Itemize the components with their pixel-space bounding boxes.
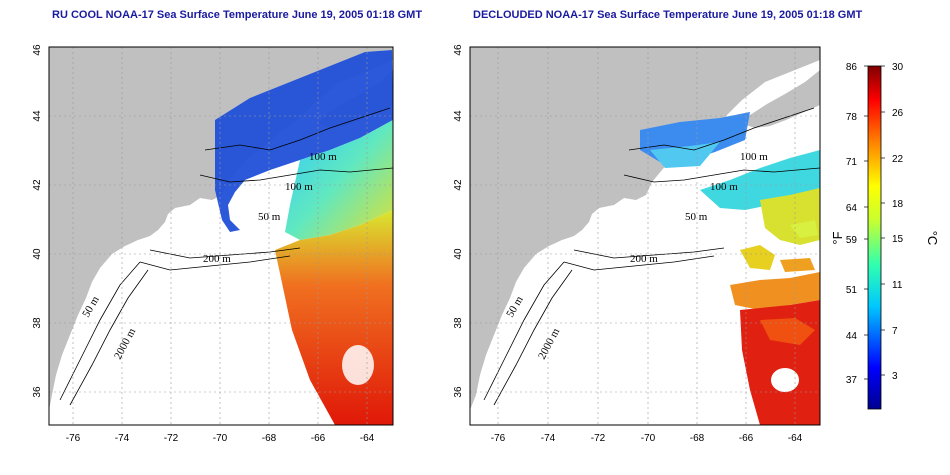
right-y-tick: 40	[453, 248, 464, 260]
right-land	[470, 47, 820, 410]
right-y-tick: 38	[453, 317, 464, 329]
left-x-tick: -64	[360, 433, 375, 444]
colorbar-c-tick: 22	[892, 154, 904, 165]
left-y-tick: 38	[32, 317, 43, 329]
left-map-frame	[48, 46, 394, 426]
left-x-tick: -66	[311, 433, 326, 444]
left-x-tick: -76	[66, 433, 81, 444]
colorbar-c-tick: 15	[892, 234, 904, 245]
celsius-unit-label: °C	[925, 231, 940, 246]
right-nova-scotia	[743, 70, 820, 128]
left-contour-label-1: 100 m	[309, 151, 337, 163]
left-sst-mid	[285, 120, 393, 240]
left-map-title: RU COOL NOAA-17 Sea Surface Temperature …	[52, 9, 423, 21]
colorbar-f-tick: 71	[846, 157, 858, 168]
left-map: 100 m 100 m 50 m 200 m 50 m 2000 m -76 -…	[32, 44, 394, 444]
colorbar-c-tick: 26	[892, 108, 904, 119]
left-grid	[49, 47, 393, 425]
right-sst-patches	[640, 112, 820, 425]
right-grid	[470, 47, 820, 425]
left-x-tick: -74	[115, 433, 130, 444]
right-x-tick: -64	[788, 433, 803, 444]
colorbar: 86 78 71 64 59 51 44 37 30 26 22 18 15 1…	[830, 62, 940, 410]
colorbar-ticks	[864, 65, 885, 380]
colorbar-c-tick: 18	[892, 199, 904, 210]
right-x-tick: -66	[739, 433, 754, 444]
colorbar-f-tick: 59	[846, 235, 858, 246]
left-contour-label-3: 50 m	[258, 211, 281, 223]
right-map: 100 m 100 m 50 m 200 m 50 m 2000 m -76 -…	[453, 44, 821, 444]
right-cloud-gap	[771, 368, 799, 392]
colorbar-gradient	[867, 65, 882, 410]
right-contours	[483, 107, 820, 406]
right-y-tick: 46	[453, 44, 464, 56]
right-x-tick: -68	[690, 433, 705, 444]
left-x-tick: -70	[213, 433, 228, 444]
right-x-tick: -72	[591, 433, 606, 444]
colorbar-c-tick: 11	[892, 280, 903, 291]
colorbar-f-tick: 64	[846, 203, 858, 214]
left-land	[49, 47, 393, 410]
left-x-tick: -68	[262, 433, 277, 444]
right-contour-label-4: 200 m	[630, 253, 658, 265]
right-contour-label-2: 100 m	[710, 181, 738, 193]
left-contour-label-4: 200 m	[203, 253, 231, 265]
right-y-tick: 36	[453, 386, 464, 398]
left-y-tick: 46	[32, 44, 43, 56]
right-x-tick: -70	[641, 433, 656, 444]
left-y-tick: 42	[32, 179, 43, 191]
left-sst-cold	[215, 50, 393, 232]
colorbar-c-tick: 7	[892, 326, 898, 337]
right-x-tick: -76	[491, 433, 506, 444]
left-cloud-gap	[342, 345, 374, 385]
left-contours	[59, 107, 393, 406]
right-y-tick: 44	[453, 110, 464, 122]
colorbar-f-tick: 44	[846, 331, 858, 342]
right-x-tick: -74	[541, 433, 556, 444]
right-map-frame	[469, 46, 821, 426]
right-contour-label-1: 100 m	[740, 151, 768, 163]
left-y-tick: 40	[32, 248, 43, 260]
left-y-tick: 36	[32, 386, 43, 398]
colorbar-f-tick: 51	[846, 285, 858, 296]
right-map-title: DECLOUDED NOAA-17 Sea Surface Temperatur…	[473, 9, 863, 21]
colorbar-c-tick: 30	[892, 62, 904, 73]
colorbar-f-tick: 78	[846, 112, 858, 123]
colorbar-f-tick: 86	[846, 62, 858, 73]
colorbar-f-tick: 37	[846, 375, 858, 386]
right-y-tick: 42	[453, 179, 464, 191]
fahrenheit-unit-label: °F	[830, 231, 845, 244]
left-x-tick: -72	[164, 433, 179, 444]
left-contour-label-2: 100 m	[285, 181, 313, 193]
left-y-tick: 44	[32, 110, 43, 122]
right-contour-label-3: 50 m	[685, 211, 708, 223]
colorbar-c-tick: 3	[892, 371, 898, 382]
